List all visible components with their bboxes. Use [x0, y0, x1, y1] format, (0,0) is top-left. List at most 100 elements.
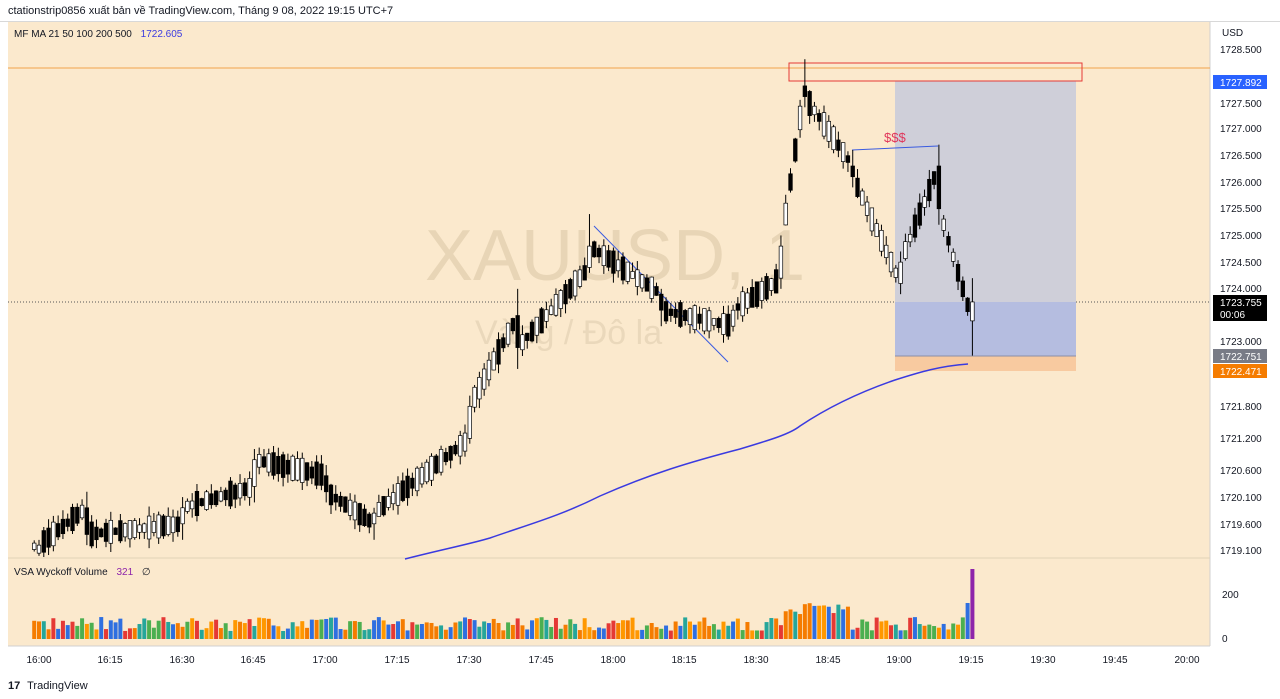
currency-label: USD	[1222, 28, 1243, 39]
candle-body	[434, 455, 439, 474]
candle-body	[410, 477, 415, 489]
volume-bar	[668, 630, 673, 639]
volume-bar	[616, 623, 621, 639]
candle-body	[860, 190, 865, 206]
candle-body	[845, 155, 851, 163]
volume-bar	[597, 627, 602, 639]
volume-bar	[376, 617, 381, 639]
candle-body	[51, 521, 56, 547]
volume-bar	[544, 619, 549, 639]
volume-bar	[788, 609, 793, 639]
volume-bar	[305, 627, 310, 639]
liquidity-label: $$$	[884, 130, 906, 145]
candle-body	[276, 455, 281, 475]
volume-bar	[166, 621, 171, 639]
volume-bar	[673, 621, 678, 639]
volume-bar	[300, 621, 305, 639]
volume-bar	[424, 622, 429, 639]
candle-body	[127, 520, 133, 540]
volume-bar	[587, 627, 592, 639]
candle-body	[625, 261, 630, 282]
candle-body	[529, 321, 535, 342]
volume-bar	[386, 624, 391, 639]
candle-body	[252, 459, 257, 487]
volume-bar	[127, 628, 132, 639]
candle-body	[908, 233, 913, 243]
volume-bar	[941, 623, 946, 639]
candle-body	[123, 523, 128, 538]
candle-body	[687, 308, 693, 325]
volume-bar	[582, 618, 587, 639]
candle-body	[582, 265, 587, 281]
candle-body	[525, 332, 530, 341]
volume-bar	[108, 620, 113, 639]
candle-body	[778, 245, 784, 279]
volume-bar	[132, 628, 137, 639]
volume-bar	[463, 617, 468, 639]
resistance-box	[788, 62, 1083, 82]
candle-body	[424, 461, 429, 483]
volume-bar	[190, 618, 195, 639]
candle-body	[769, 278, 774, 291]
candle-body	[649, 276, 654, 299]
volume-bar	[745, 622, 750, 639]
volume-bar	[908, 617, 913, 639]
candle-body	[869, 207, 875, 232]
candle-body	[884, 244, 889, 259]
volume-bar	[448, 627, 453, 639]
entry-price-badge	[1213, 349, 1267, 363]
time-tick-label: 17:30	[456, 655, 481, 666]
candle-body	[797, 105, 803, 131]
candle-body	[721, 313, 726, 335]
candle-body	[338, 495, 343, 507]
volume-bar	[56, 628, 61, 639]
candle-body	[606, 250, 611, 268]
candle-body	[453, 444, 458, 455]
volume-bar	[936, 627, 941, 639]
volume-bar	[659, 628, 664, 639]
volume-bar	[798, 614, 803, 639]
volume-bar	[759, 630, 764, 639]
volume-bar	[664, 625, 669, 639]
candle-body	[419, 467, 425, 485]
candle-body	[668, 308, 673, 316]
price-tick-label: 1724.500	[1220, 258, 1262, 269]
volume-bar	[860, 619, 865, 639]
price-chart[interactable]: XAUUSD, 1 Vàng / Đô la $$$ MF MA 21 50 1…	[0, 22, 1280, 676]
candle-body	[639, 274, 645, 289]
volume-bar	[482, 621, 487, 639]
volume-bar	[37, 621, 41, 639]
time-tick-label: 16:30	[169, 655, 194, 666]
candle-body	[242, 482, 247, 497]
volume-bar	[539, 617, 544, 639]
time-tick-label: 19:15	[958, 655, 983, 666]
candle-body	[601, 245, 606, 266]
time-tick-labels: 16:00 16:15 16:30 16:45 17:00 17:15 17:3…	[26, 655, 1199, 666]
candle-body	[659, 293, 664, 311]
candle-body	[362, 508, 367, 527]
candle-body	[553, 294, 559, 316]
candle-body	[879, 230, 884, 252]
candle-body	[156, 514, 161, 539]
volume-bar	[783, 611, 788, 639]
position-entry-zone	[895, 302, 1076, 356]
time-tick-label: 19:00	[886, 655, 911, 666]
volume-bar	[324, 618, 329, 639]
candle-body	[572, 270, 578, 297]
countdown-badge-text: 00:06	[1220, 310, 1245, 321]
candle-body	[94, 526, 99, 541]
volume-bar	[520, 625, 525, 639]
candle-body	[280, 454, 286, 478]
volume-bar	[898, 630, 903, 639]
candle-body	[185, 500, 190, 512]
publish-header: ctationstrip0856 xuất bản về TradingView…	[0, 0, 1280, 22]
candle-body	[893, 267, 898, 278]
volume-bar	[314, 619, 319, 639]
volume-bar	[60, 620, 65, 639]
volume-bar	[209, 621, 214, 639]
volume-bar	[778, 625, 783, 639]
volume-bar	[817, 605, 822, 639]
candle-body	[673, 309, 678, 318]
volume-bar	[65, 625, 70, 639]
volume-bar	[343, 629, 348, 639]
